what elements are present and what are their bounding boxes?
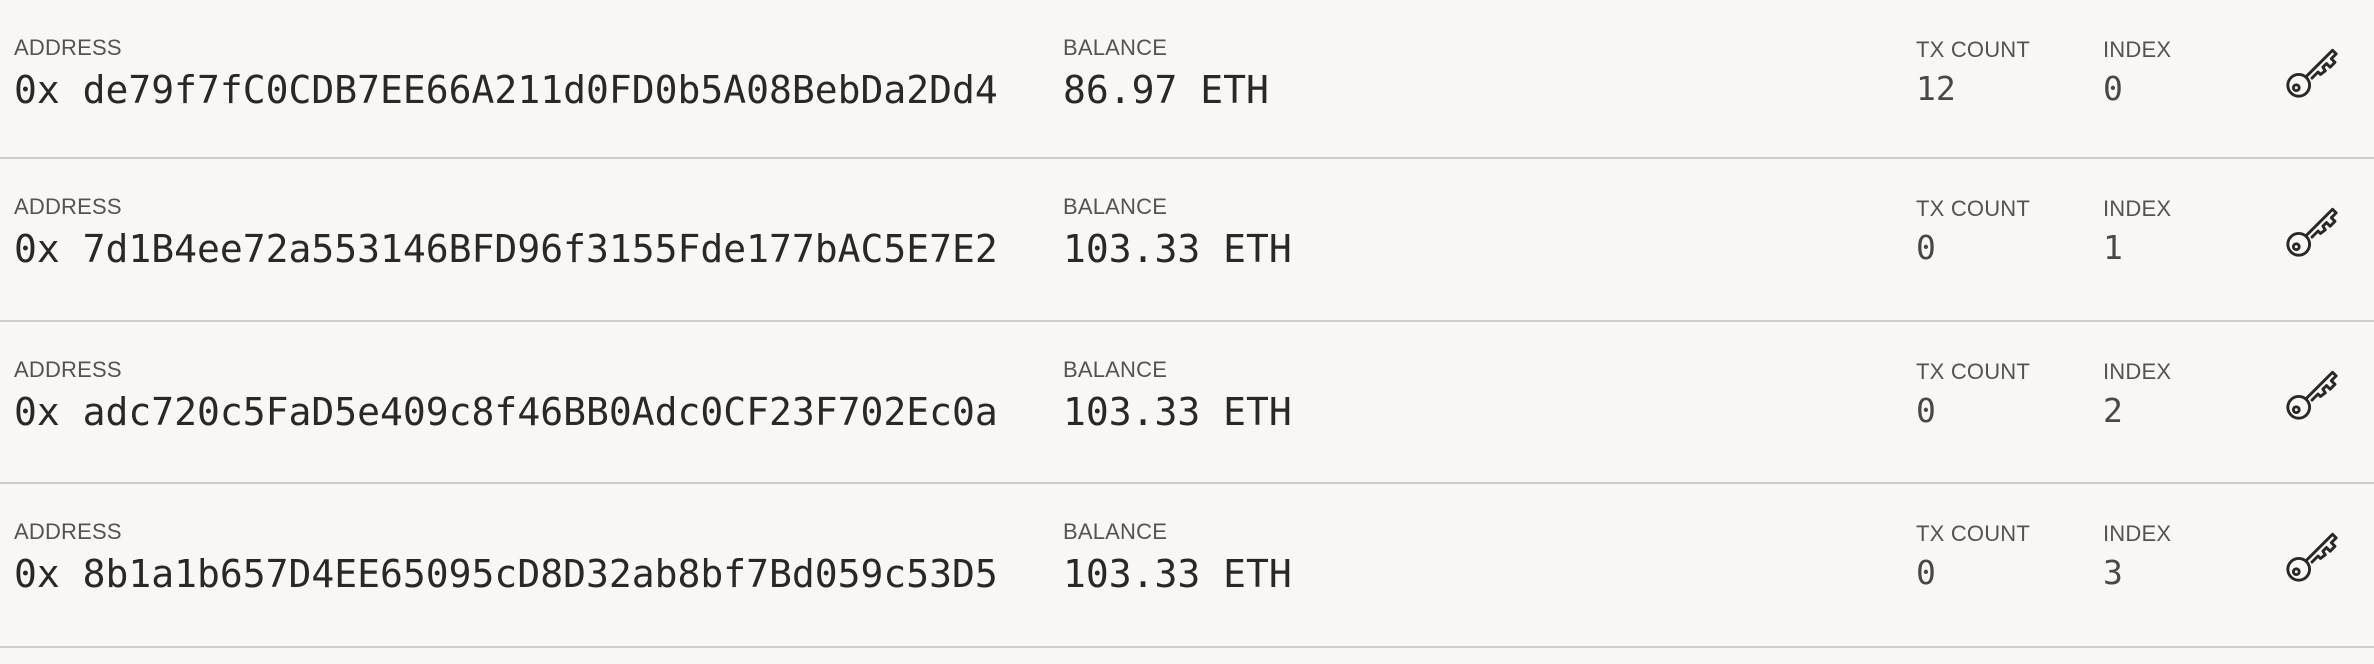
balance-field: BALANCE 86.97 ETH <box>1063 35 1269 113</box>
address-field: ADDRESS 0x 8b1a1b657D4EE65095cD8D32ab8bf… <box>14 519 998 597</box>
address-field: ADDRESS 0x 7d1B4ee72a553146BFD96f3155Fde… <box>14 194 998 272</box>
balance-value: 103.33 ETH <box>1063 552 1292 596</box>
address-label: ADDRESS <box>14 357 122 382</box>
tx-count-field: TX COUNT 0 <box>1916 522 2030 594</box>
balance-label: BALANCE <box>1063 519 1168 544</box>
account-list: ADDRESS 0x de79f7fC0CDB7EE66A211d0FD0b5A… <box>0 0 2374 648</box>
address-label: ADDRESS <box>14 519 122 544</box>
balance-value: 86.97 ETH <box>1063 68 1269 112</box>
tx-count-value: 12 <box>1916 69 1956 108</box>
show-keys-button[interactable] <box>2282 364 2342 424</box>
balance-label: BALANCE <box>1063 357 1168 382</box>
index-value: 2 <box>2103 391 2123 430</box>
balance-field: BALANCE 103.33 ETH <box>1063 357 1292 435</box>
address-field: ADDRESS 0x adc720c5FaD5e409c8f46BB0Adc0C… <box>14 357 998 435</box>
address-value[interactable]: 0x adc720c5FaD5e409c8f46BB0Adc0CF23F702E… <box>14 390 998 434</box>
index-label: INDEX <box>2103 359 2172 384</box>
show-keys-button[interactable] <box>2282 526 2342 586</box>
address-field: ADDRESS 0x de79f7fC0CDB7EE66A211d0FD0b5A… <box>14 35 998 113</box>
tx-count-value: 0 <box>1916 228 1936 267</box>
key-icon <box>2286 48 2338 98</box>
account-row: ADDRESS 0x 8b1a1b657D4EE65095cD8D32ab8bf… <box>0 484 2374 648</box>
address-label: ADDRESS <box>14 194 122 219</box>
index-field: INDEX 3 <box>2103 522 2171 594</box>
account-row: ADDRESS 0x de79f7fC0CDB7EE66A211d0FD0b5A… <box>0 0 2374 159</box>
tx-count-field: TX COUNT 0 <box>1916 197 2030 269</box>
balance-value: 103.33 ETH <box>1063 227 1292 271</box>
balance-value: 103.33 ETH <box>1063 390 1292 434</box>
tx-count-label: TX COUNT <box>1916 359 2031 384</box>
show-keys-button[interactable] <box>2282 42 2342 102</box>
tx-count-label: TX COUNT <box>1916 196 2031 221</box>
address-value[interactable]: 0x 8b1a1b657D4EE65095cD8D32ab8bf7Bd059c5… <box>14 552 998 596</box>
show-keys-button[interactable] <box>2282 201 2342 261</box>
index-field: INDEX 0 <box>2103 38 2171 110</box>
tx-count-field: TX COUNT 12 <box>1916 38 2030 110</box>
balance-label: BALANCE <box>1063 35 1168 60</box>
tx-count-value: 0 <box>1916 553 1936 592</box>
key-icon <box>2286 370 2338 420</box>
index-field: INDEX 2 <box>2103 360 2171 432</box>
tx-count-field: TX COUNT 0 <box>1916 360 2030 432</box>
address-value[interactable]: 0x 7d1B4ee72a553146BFD96f3155Fde177bAC5E… <box>14 227 998 271</box>
tx-count-label: TX COUNT <box>1916 521 2031 546</box>
key-icon <box>2286 532 2338 582</box>
tx-count-value: 0 <box>1916 391 1936 430</box>
index-field: INDEX 1 <box>2103 197 2171 269</box>
index-label: INDEX <box>2103 196 2172 221</box>
index-label: INDEX <box>2103 521 2172 546</box>
index-label: INDEX <box>2103 37 2172 62</box>
account-row: ADDRESS 0x 7d1B4ee72a553146BFD96f3155Fde… <box>0 159 2374 322</box>
address-label: ADDRESS <box>14 35 122 60</box>
balance-label: BALANCE <box>1063 194 1168 219</box>
key-icon <box>2286 207 2338 257</box>
balance-field: BALANCE 103.33 ETH <box>1063 194 1292 272</box>
index-value: 1 <box>2103 228 2123 267</box>
account-row: ADDRESS 0x adc720c5FaD5e409c8f46BB0Adc0C… <box>0 322 2374 484</box>
address-value[interactable]: 0x de79f7fC0CDB7EE66A211d0FD0b5A08BebDa2… <box>14 68 998 112</box>
index-value: 3 <box>2103 553 2123 592</box>
balance-field: BALANCE 103.33 ETH <box>1063 519 1292 597</box>
tx-count-label: TX COUNT <box>1916 37 2031 62</box>
index-value: 0 <box>2103 69 2123 108</box>
